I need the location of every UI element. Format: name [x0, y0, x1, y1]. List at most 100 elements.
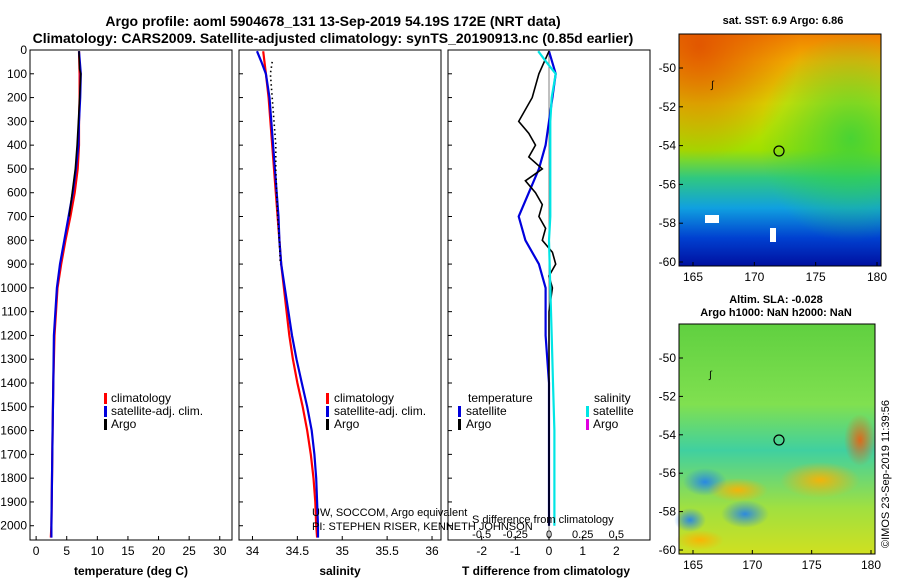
sst-float-location — [773, 145, 785, 157]
lat-tick-label: -58 — [659, 505, 677, 519]
difference-salinity-legend: salinity satellite Argo — [586, 391, 634, 431]
difference-series — [517, 50, 557, 526]
sla-low-region — [674, 508, 706, 532]
legend-argo: Argo — [334, 417, 360, 431]
lat-tick-label: -50 — [659, 61, 677, 75]
lon-tick-label: 175 — [806, 270, 826, 284]
temperature-panel-frame — [29, 49, 233, 541]
legend-satellite-temperature: satellite — [466, 404, 507, 418]
depth-tick-label: 200 — [7, 91, 27, 105]
sla-map-title2: Argo h1000: NaN h2000: NaN — [700, 307, 852, 319]
lon-tick-label: 165 — [683, 270, 703, 284]
figure-title-line1: Argo profile: aoml 5904678_131 13-Sep-20… — [105, 13, 560, 29]
lat-tick-label: -60 — [659, 255, 677, 269]
salinity-legend: climatology satellite-adj. clim. Argo — [326, 391, 426, 431]
series-satellite-salinity — [537, 50, 557, 526]
sst-missing-patch — [770, 228, 776, 242]
difference-temperature-legend: temperature satellite Argo — [458, 391, 533, 431]
x-tick-label: 0 — [33, 544, 40, 558]
lon-tick-label: 180 — [867, 270, 887, 284]
legend-satellite-adj: satellite-adj. clim. — [334, 404, 426, 418]
depth-tick-label: 500 — [7, 162, 27, 176]
depth-tick-label: 100 — [7, 67, 27, 81]
salinity-panel-frame — [238, 49, 442, 541]
legend-temperature-title: temperature — [468, 391, 533, 405]
credit-line2: PI: STEPHEN RISER, KENNETH JOHNSON — [312, 521, 533, 533]
legend-argo: Argo — [111, 417, 137, 431]
depth-tick-label: 300 — [7, 114, 27, 128]
sst-green-region — [679, 34, 881, 266]
sla-low-region — [721, 500, 769, 528]
lon-tick-label: 180 — [861, 558, 881, 572]
lat-tick-label: -54 — [659, 139, 677, 153]
depth-axis: 0 100 200 300 400 500 600 700 800 900 1000 1100 1200… — [0, 43, 452, 533]
lon-tick-label: 170 — [742, 558, 762, 572]
imos-stamp: ©IMOS 23-Sep-2019 11:39:56 — [880, 400, 892, 548]
sst-map-frame — [678, 33, 882, 267]
lat-tick-label: -54 — [659, 428, 677, 442]
series-climatology — [49, 51, 81, 538]
depth-tick-label: 2000 — [0, 519, 27, 533]
x-tick-label: 15 — [121, 544, 135, 558]
lat-tick-label: -50 — [659, 351, 677, 365]
x-tick-label: 0 — [546, 544, 553, 558]
depth-tick-label: 1300 — [0, 352, 27, 366]
x-tick-label: -1 — [510, 544, 521, 558]
lon-tick-label: 165 — [683, 558, 703, 572]
depth-tick-label: 600 — [7, 186, 27, 200]
legend-swatch-argo-salinity — [586, 419, 589, 430]
series-argo — [68, 51, 82, 217]
sla-field — [679, 324, 875, 554]
salinity-axis-label: salinity — [319, 564, 361, 578]
sla-high-region — [708, 478, 768, 502]
salinity-series — [255, 50, 320, 538]
depth-tick-label: 800 — [7, 233, 27, 247]
figure-title-line2: Climatology: CARS2009. Satellite-adjuste… — [33, 30, 634, 46]
legend-swatch-satellite — [326, 406, 329, 417]
legend-climatology: climatology — [334, 391, 394, 405]
legend-swatch-argo — [458, 419, 461, 430]
depth-tick-label: 900 — [7, 257, 27, 271]
x-tick-label: -2 — [476, 544, 487, 558]
x-tick-label: 20 — [152, 544, 166, 558]
x-tick-label: 34.5 — [286, 544, 310, 558]
x-tick-label: 1 — [579, 544, 586, 558]
temperature-legend: climatology satellite-adj. clim. Argo — [104, 391, 203, 431]
s-difference-tick-label: 0.5 — [609, 529, 624, 541]
legend-swatch-climatology — [104, 393, 107, 404]
legend-swatch-argo — [326, 419, 329, 430]
depth-tick-label: 400 — [7, 138, 27, 152]
s-difference-tick-label: 0 — [546, 529, 552, 541]
depth-tick-label: 1400 — [0, 376, 27, 390]
x-tick-label: 5 — [63, 544, 70, 558]
temperature-series — [49, 51, 82, 538]
x-tick-label: 36 — [425, 544, 439, 558]
lat-tick-label: -56 — [659, 466, 677, 480]
difference-axis-label: T difference from climatology — [462, 564, 630, 578]
lat-tick-label: -52 — [659, 100, 677, 114]
depth-tick-label: 1800 — [0, 471, 27, 485]
x-tick-label: 10 — [91, 544, 105, 558]
x-tick-label: 35 — [336, 544, 350, 558]
x-tick-label: 35.5 — [375, 544, 399, 558]
legend-satellite-adj: satellite-adj. clim. — [111, 404, 203, 418]
sst-missing-patch — [705, 215, 719, 223]
x-tick-label: 34 — [246, 544, 260, 558]
sla-map: ∫ — [674, 323, 876, 555]
x-tick-label: 30 — [213, 544, 227, 558]
s-difference-tick-label: -0.25 — [503, 529, 528, 541]
lat-tick-label: -52 — [659, 389, 677, 403]
sst-float-track-mark: ∫ — [710, 80, 715, 91]
depth-tick-label: 0 — [20, 43, 27, 57]
legend-salinity-title: salinity — [594, 391, 631, 405]
difference-x-axis: -2 -1 0 1 2 — [476, 536, 620, 558]
temperature-axis-label: temperature (deg C) — [74, 564, 188, 578]
legend-swatch-climatology — [326, 393, 329, 404]
legend-climatology: climatology — [111, 391, 171, 405]
sla-float-location — [773, 434, 785, 446]
s-difference-tick-label: -0.5 — [472, 529, 491, 541]
sla-map-title1: Altim. SLA: -0.028 — [729, 294, 823, 306]
legend-swatch-argo — [104, 419, 107, 430]
s-difference-label: S difference from climatology — [472, 514, 614, 526]
